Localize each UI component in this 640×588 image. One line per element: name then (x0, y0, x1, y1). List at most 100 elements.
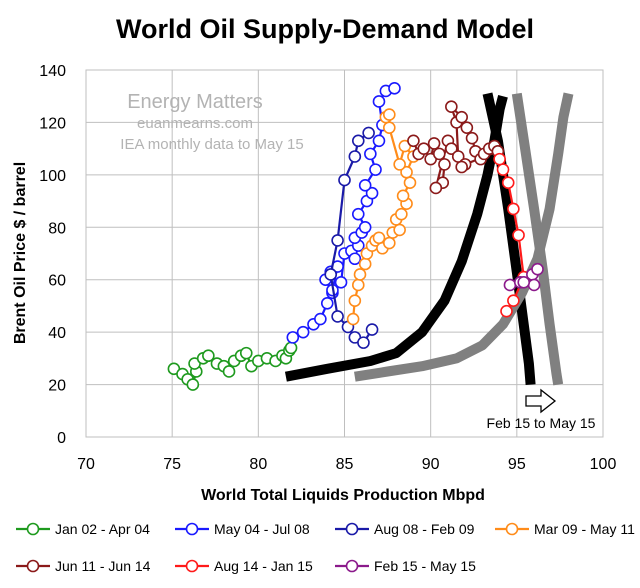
data-point (496, 163, 510, 176)
legend-item: Aug 14 - Jan 15 (175, 558, 313, 574)
legend-label: May 04 - Jul 08 (214, 521, 310, 537)
legend-item: Jun 11 - Jun 14 (16, 558, 151, 574)
data-point (331, 234, 344, 247)
series-4 (346, 108, 420, 326)
data-point (334, 276, 348, 289)
x-tick-labels: 70 75 80 85 90 95 100 (77, 456, 616, 473)
legend-label: Jan 02 - Apr 04 (55, 521, 150, 537)
legend-marker (185, 522, 199, 536)
legend-item: Mar 09 - May 11 (495, 521, 635, 537)
legend-label: Aug 14 - Jan 15 (214, 558, 313, 574)
x-tick-label: 80 (249, 456, 267, 473)
data-point (501, 176, 515, 190)
legend-item: Jan 02 - Apr 04 (16, 521, 150, 537)
data-point (465, 131, 479, 145)
y-tick-label: 40 (48, 325, 66, 342)
data-point (500, 304, 513, 318)
data-point (400, 165, 413, 179)
data-point (239, 346, 253, 360)
data-point (503, 278, 517, 292)
data-point (507, 294, 520, 307)
y-tick-label: 80 (48, 220, 66, 237)
legend-marker (505, 522, 519, 536)
data-point (369, 163, 382, 176)
series-7 (503, 262, 544, 292)
data-point (427, 137, 441, 150)
data-point (432, 147, 446, 161)
data-point (383, 108, 396, 121)
legend-marker (26, 559, 40, 573)
data-point (403, 176, 417, 190)
legend-marker (345, 522, 359, 536)
data-point (324, 268, 338, 281)
data-point (351, 278, 365, 292)
legend-label: Jun 11 - Jun 14 (55, 558, 151, 574)
x-tick-label: 75 (163, 456, 181, 473)
data-point (296, 325, 310, 339)
series-2 (286, 82, 401, 344)
data-point (358, 179, 372, 192)
data-point (445, 142, 458, 155)
y-tick-label: 60 (48, 273, 66, 290)
legend: Jan 02 - Apr 04 May 04 - Jul 08 Aug 08 - F… (16, 521, 635, 574)
legend-label: Aug 08 - Feb 09 (374, 521, 475, 537)
y-tick-label: 0 (57, 430, 66, 447)
x-tick-label: 90 (422, 456, 440, 473)
y-tick-label: 20 (48, 378, 66, 395)
data-point (346, 312, 360, 326)
data-point (331, 310, 344, 323)
data-point (372, 134, 386, 148)
chart-title: World Oil Supply-Demand Model (116, 14, 534, 44)
x-tick-label: 70 (77, 456, 95, 473)
series-3 (324, 126, 379, 349)
x-axis-label: World Total Liquids Production Mbpd (201, 487, 485, 504)
data-point (438, 158, 451, 171)
data-point (222, 365, 236, 378)
y-tick-label: 120 (39, 115, 66, 132)
data-point (338, 173, 351, 187)
data-point (286, 331, 300, 344)
data-point (455, 160, 468, 174)
data-point (320, 297, 334, 310)
data-point (348, 150, 362, 163)
data-point (383, 236, 396, 250)
watermark-line2: euanmearns.com (137, 115, 253, 132)
series-1 (167, 341, 298, 391)
data-point (348, 294, 362, 307)
legend-item: Feb 15 - May 15 (335, 558, 476, 574)
legend-label: Feb 15 - May 15 (374, 558, 476, 574)
data-point (429, 181, 443, 195)
right-arrow-icon (525, 388, 557, 414)
data-point (202, 349, 215, 363)
watermark-line3: IEA monthly data to May 15 (120, 136, 303, 153)
data-point (365, 186, 379, 200)
x-tick-label: 95 (508, 456, 526, 473)
data-point (445, 100, 458, 113)
data-point (460, 121, 474, 134)
y-axis-label: Brent Oil Price $ / barrel (12, 162, 29, 344)
data-point (357, 336, 370, 349)
data-point (407, 134, 420, 148)
data-point (395, 207, 408, 221)
data-point (507, 202, 520, 216)
data-point (351, 207, 365, 221)
legend-marker (185, 559, 199, 573)
series-5 (407, 100, 505, 195)
data-point (393, 158, 406, 171)
data-point (314, 312, 327, 326)
data-point (493, 152, 506, 166)
plot-area (85, 69, 604, 438)
data-point (455, 110, 468, 124)
data-point (284, 341, 298, 355)
data-point (372, 95, 386, 108)
legend-marker (345, 559, 359, 573)
annotation-text: Feb 15 to May 15 (487, 415, 596, 431)
data-point (358, 257, 372, 271)
legend-item: Aug 08 - Feb 09 (335, 521, 475, 537)
legend-item: May 04 - Jul 08 (175, 521, 310, 537)
legend-label: Mar 09 - May 11 (534, 521, 635, 537)
data-point (372, 231, 386, 245)
legend-marker (26, 522, 40, 536)
y-tick-label: 140 (39, 63, 66, 80)
